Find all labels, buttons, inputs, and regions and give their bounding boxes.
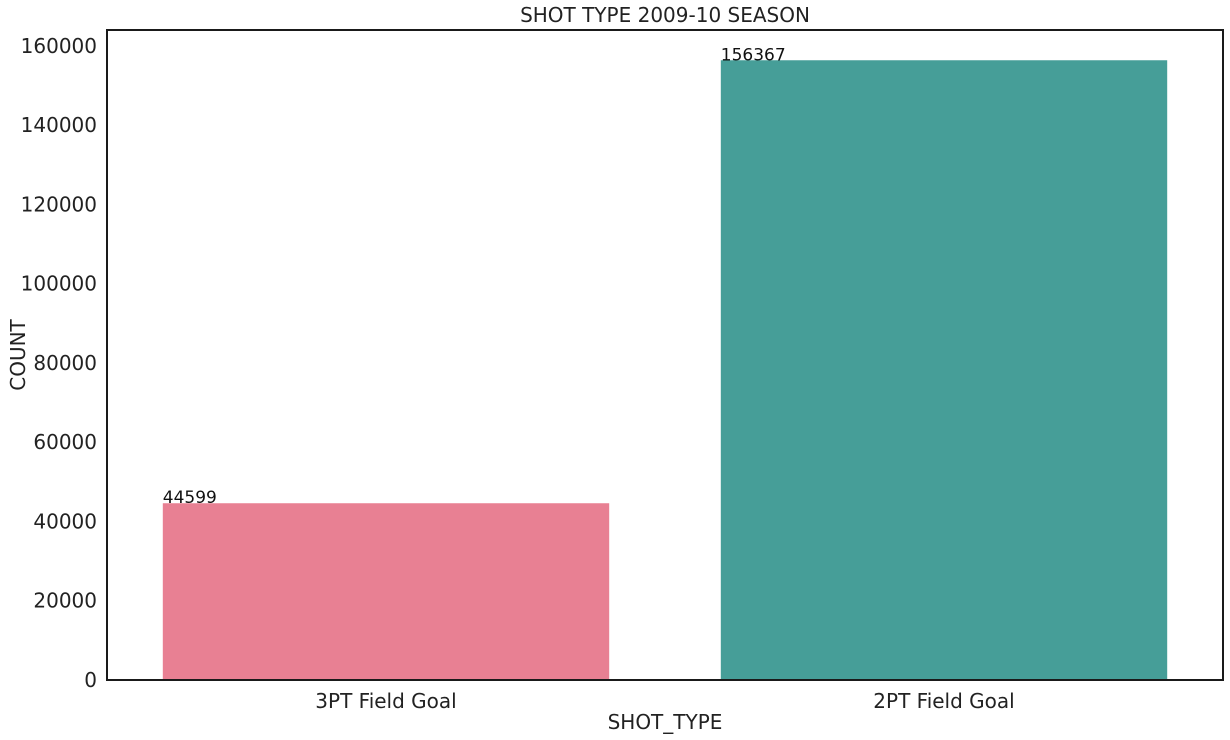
x-axis-ticks: 3PT Field Goal 2PT Field Goal [315,689,1014,713]
y-axis-ticks: 0 20000 40000 60000 80000 100000 120000 140000 1… [21,34,97,692]
bars-group [162,60,1168,680]
bar-1 [162,503,610,680]
y-axis-title: COUNT [6,318,30,390]
x-tick-label: 3PT Field Goal [315,689,456,713]
x-axis-title: SHOT_TYPE [608,710,723,734]
bar-value-label-2: 156367 [721,45,786,65]
y-tick-label: 80000 [33,351,97,375]
bar-2 [720,60,1168,680]
bar-labels-group: 44599 156367 [163,45,786,508]
chart-title: SHOT TYPE 2009-10 SEASON [520,3,810,27]
y-tick-label: 140000 [21,113,97,137]
bar-value-label-1: 44599 [163,488,217,508]
y-tick-label: 120000 [21,192,97,216]
y-tick-label: 100000 [21,272,97,296]
y-tick-label: 40000 [33,509,97,533]
y-tick-label: 160000 [21,34,97,58]
y-tick-label: 60000 [33,430,97,454]
plot-frame [106,29,1224,681]
y-tick-label: 20000 [33,589,97,613]
x-tick-label: 2PT Field Goal [873,689,1014,713]
y-tick-label: 0 [84,668,97,692]
